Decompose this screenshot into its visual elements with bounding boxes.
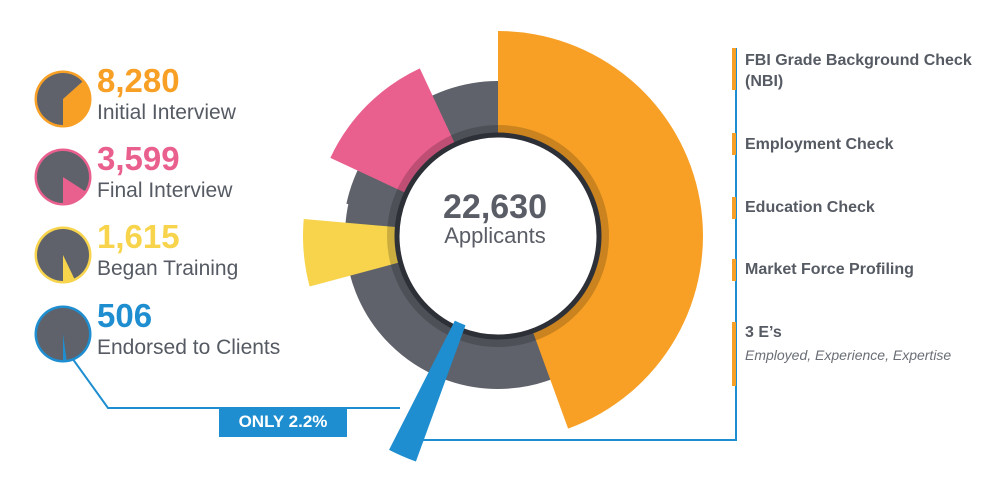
check-marker-3 (732, 197, 736, 219)
check-3es: 3 E’s (745, 324, 782, 341)
check-marker-5 (732, 322, 736, 386)
endorsed-value: 506 (97, 297, 153, 334)
began-training-value: 1,615 (97, 218, 180, 255)
initial-interview-label: Initial Interview (97, 101, 236, 124)
stat-initial-interview: 8,280 Initial Interview (32, 62, 332, 128)
center-disc (394, 132, 602, 340)
mini-pie-slice (63, 177, 86, 204)
check-education: Education Check (745, 199, 875, 216)
inner-shadow-ring (387, 125, 609, 347)
left-connector (61, 343, 219, 409)
endorsed-pointer (389, 320, 466, 462)
began-training-pie-icon (34, 226, 92, 284)
check-marker-2 (732, 133, 736, 155)
check-employment: Employment Check (745, 136, 894, 153)
began-training-label: Began Training (97, 257, 239, 280)
began-training-arc (303, 219, 402, 287)
final-interview-pie-icon (34, 148, 92, 206)
check-fbi-background: FBI Grade Background Check (NBI) (745, 52, 972, 90)
stat-final-interview: 3,599 Final Interview (32, 140, 332, 206)
check-market-force: Market Force Profiling (745, 261, 914, 278)
initial-interview-pie-icon (34, 70, 92, 128)
total-applicants-label: Applicants (444, 223, 546, 248)
mini-pie-slice (63, 81, 90, 126)
callout-badge: ONLY 2.2% (219, 407, 347, 437)
stat-endorsed: 506 Endorsed to Clients (32, 297, 332, 363)
check-marker-1 (732, 48, 736, 90)
endorsed-label: Endorsed to Clients (97, 336, 281, 359)
check-marker-4 (732, 259, 736, 281)
endorsed-pie-icon (34, 305, 92, 363)
mini-pie-slice (63, 255, 75, 282)
check-3es-subtitle: Employed, Experience, Expertise (745, 347, 952, 363)
right-connector (398, 48, 737, 441)
final-interview-value: 3,599 (97, 140, 180, 177)
initial-interview-value: 8,280 (97, 62, 180, 99)
stat-began-training: 1,615 Began Training (32, 218, 332, 284)
final-interview-label: Final Interview (97, 179, 233, 202)
final-interview-arc (330, 68, 456, 194)
total-applicants-value: 22,630 (443, 188, 547, 226)
mini-pie-slice (63, 334, 67, 361)
